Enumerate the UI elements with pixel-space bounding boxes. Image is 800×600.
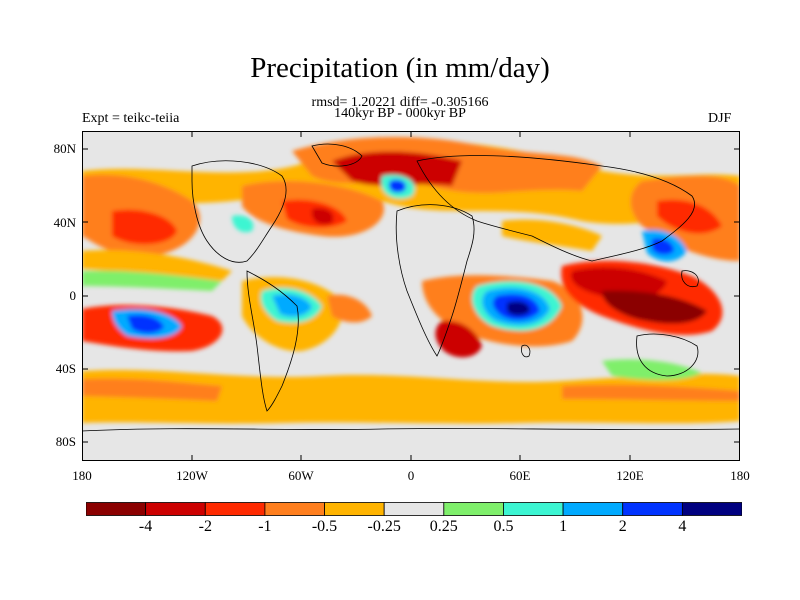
colorbar-box xyxy=(503,502,564,516)
colorbar-box xyxy=(204,502,266,516)
lon-tick-label: 120E xyxy=(616,468,644,483)
colorbar-label: 0.5 xyxy=(493,518,514,535)
period-line: 140kyr BP - 000kyr BP xyxy=(334,106,466,121)
lon-tick-label: 180 xyxy=(72,468,92,483)
lat-tick-label: 80N xyxy=(53,141,76,156)
lat-tick-label: 0 xyxy=(69,288,77,303)
colorbar-box xyxy=(562,502,624,516)
colorbar-label: -0.5 xyxy=(311,518,338,535)
lon-tick-label: 180 xyxy=(730,468,750,483)
colorbar-box xyxy=(622,502,683,516)
lon-tick-label: 0 xyxy=(407,468,415,483)
colorbar-box xyxy=(145,502,206,516)
colorbar-label: -0.25 xyxy=(367,518,401,535)
plot-title: Precipitation (in mm/day) xyxy=(250,52,550,84)
lat-tick-label: 40N xyxy=(53,215,76,230)
colorbar-label: 1 xyxy=(559,518,568,535)
lat-tick-label: 80S xyxy=(55,434,76,449)
colorbar-label: -1 xyxy=(258,518,272,535)
colorbar-box xyxy=(264,502,325,516)
anomaly-fields xyxy=(82,136,740,424)
coastlines xyxy=(82,143,740,432)
lon-tick-label: 60E xyxy=(509,468,531,483)
colorbar-box xyxy=(86,502,147,516)
colorbar-label: 4 xyxy=(678,518,687,535)
lon-tick-label: 60W xyxy=(288,468,314,483)
axis-ticks xyxy=(82,131,740,461)
lat-tick-label: 40S xyxy=(55,361,76,376)
colorbar-box xyxy=(681,502,742,516)
colorbar xyxy=(86,502,742,516)
colorbar-box xyxy=(443,502,504,516)
season-label: DJF xyxy=(708,111,732,126)
colorbar-box xyxy=(324,502,385,516)
colorbar-label: -4 xyxy=(138,518,153,535)
experiment-label: Expt = teikc-teiia xyxy=(82,111,180,126)
precipitation-map xyxy=(82,131,740,461)
stats-line: rmsd= 1.20221 diff= -0.305166 xyxy=(311,95,489,110)
colorbar-label: -2 xyxy=(198,518,212,535)
colorbar-label: 2 xyxy=(618,518,627,535)
lon-tick-label: 120W xyxy=(176,468,208,483)
colorbar-box xyxy=(383,502,445,516)
colorbar-label: 0.25 xyxy=(429,518,458,535)
